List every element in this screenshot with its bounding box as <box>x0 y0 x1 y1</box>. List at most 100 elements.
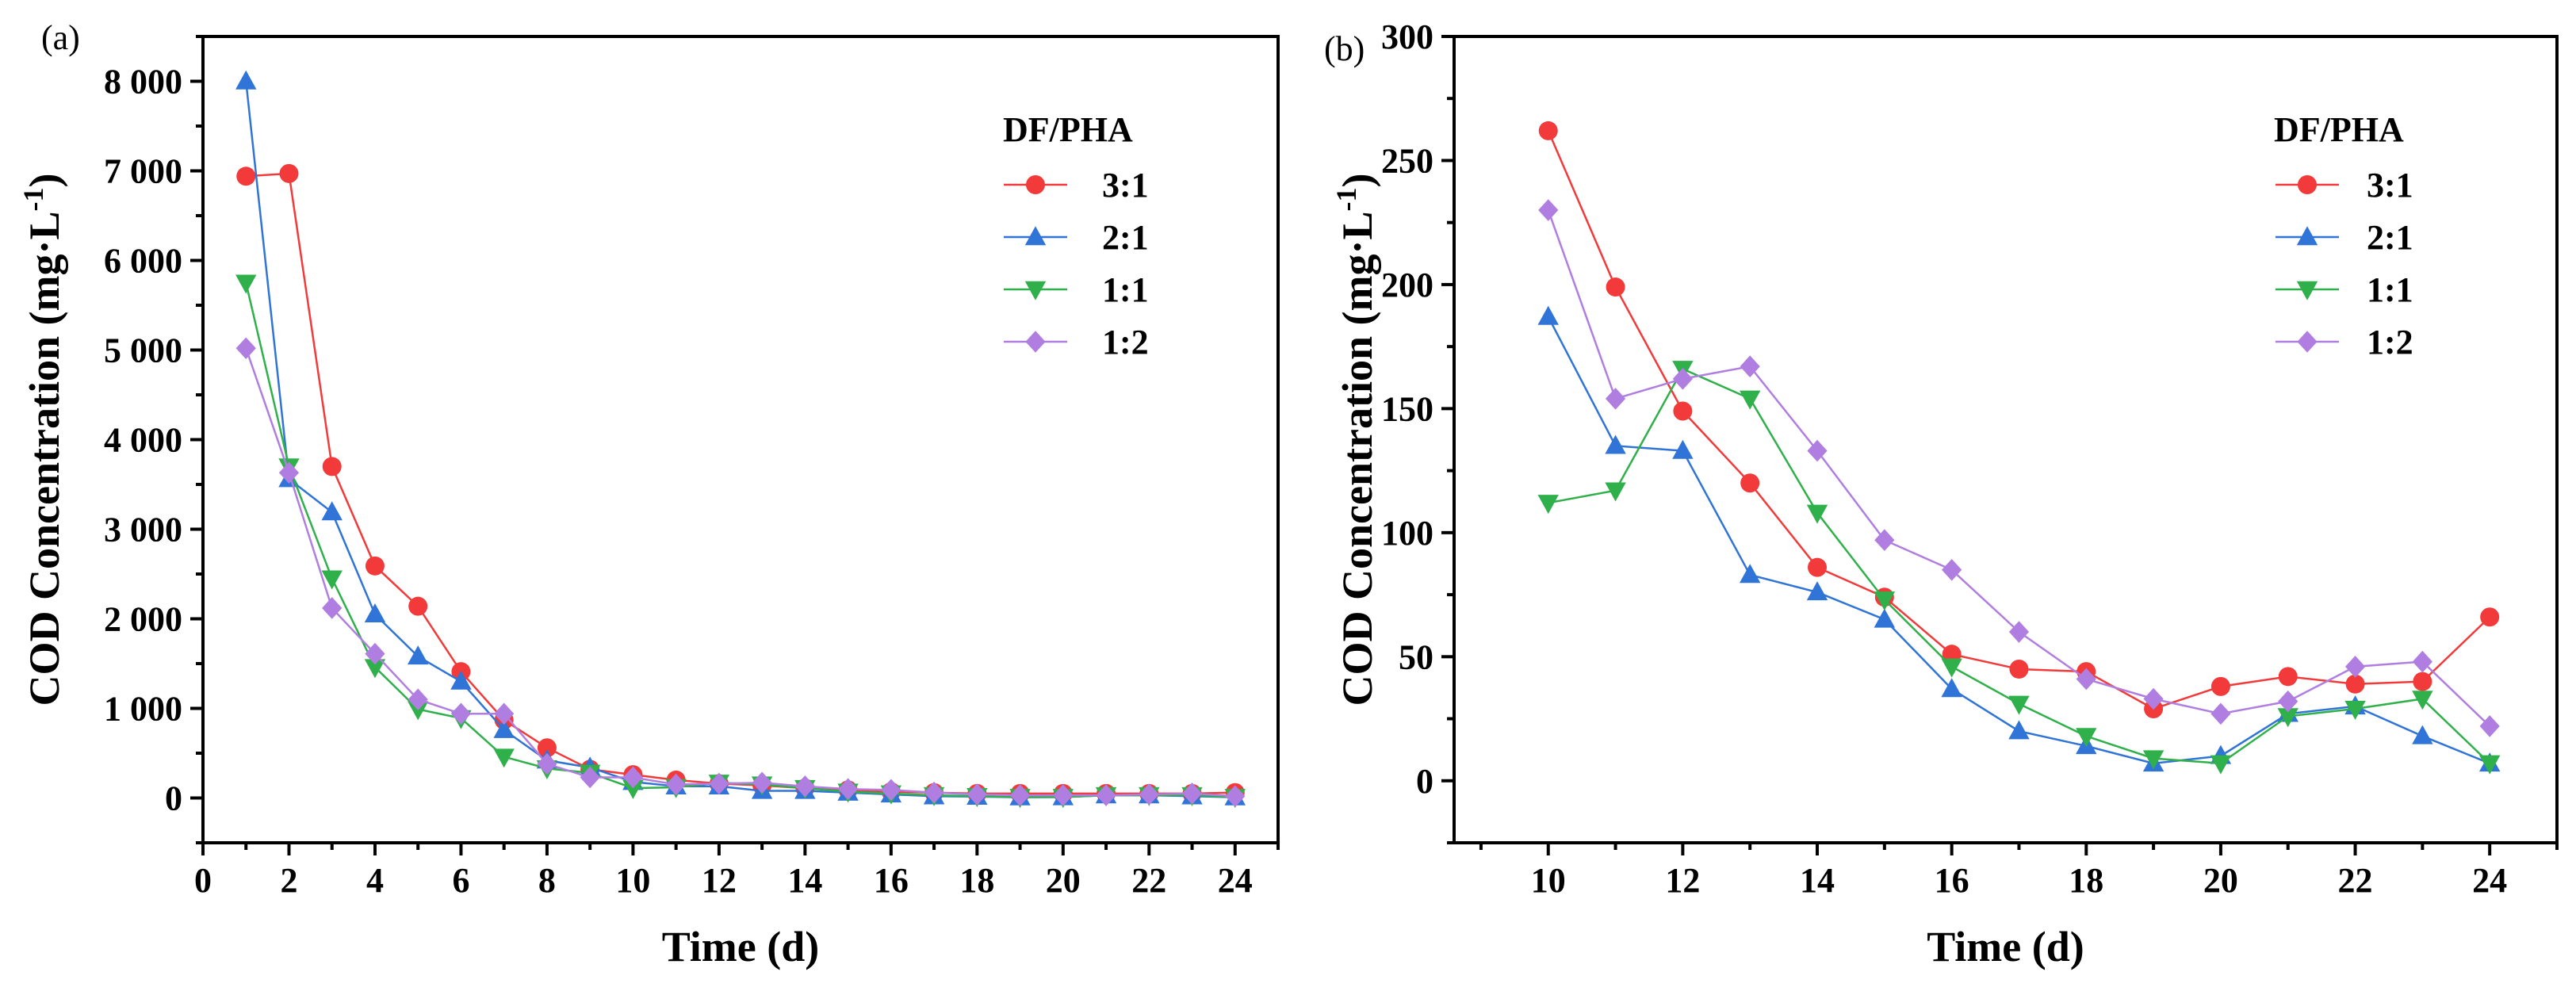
panel-b-series-3-point <box>2143 687 2164 710</box>
panel-a-series-1-point <box>450 670 472 690</box>
panel-b-series-3-point <box>2210 702 2231 725</box>
panel-b-series-3-point <box>1538 199 1559 221</box>
panel-b-series-2-point <box>2344 700 2366 720</box>
panel-a-y-tick-label: 4 000 <box>104 421 182 460</box>
panel-b-series-1-point <box>1806 581 1828 601</box>
panel-b-series-1-point <box>1605 434 1626 454</box>
panel-a-y-tick-label: 3 000 <box>104 511 182 549</box>
panel-b-series-2-point <box>1739 390 1761 410</box>
panel-b-series-3-point <box>1672 368 1693 390</box>
panel-a-series-3-point <box>838 778 859 800</box>
panel-a-series-3-point <box>1181 783 1203 805</box>
panel-b: (b) 10 12 14 16 18 20 22 24 0 50 100 150 200 250 300 Tim… <box>1324 17 2559 970</box>
panel-b-series-2-point <box>2412 691 2433 710</box>
panel-b-x-tick-label: 18 <box>2069 861 2103 900</box>
panel-b-series-3-point <box>2008 621 2030 643</box>
panel-a-series-3-point <box>881 779 901 802</box>
panel-a-series-3-point <box>322 597 343 619</box>
panel-a-series-1-point <box>364 603 386 623</box>
panel-b-series-0-point <box>1673 401 1693 421</box>
panel-b-y-tick-label: 100 <box>1381 514 1433 553</box>
panel-a-series-0-point <box>279 163 299 183</box>
panel-b-frame <box>1453 35 2559 844</box>
panel-a-y-axis-title: COD Concentration (mg·L-1) <box>17 174 68 706</box>
panel-a-series-3-point <box>494 702 515 725</box>
panel-a-series-2-line <box>245 282 1235 798</box>
panel-a-series-1-point <box>235 70 257 90</box>
panel-a-label: (a) <box>41 18 80 57</box>
panel-a-series-0-point <box>365 556 385 576</box>
panel-a-series-2-point <box>235 274 257 294</box>
panel-a-series-3-point <box>1225 785 1246 808</box>
panel-a-series-2-point <box>622 779 644 799</box>
panel-a-series-3-point <box>622 766 643 789</box>
panel-b-series-3-point <box>1740 355 1760 377</box>
panel-a-x-tick-label: 6 <box>452 861 469 900</box>
panel-b-series-3-point <box>1874 529 1895 552</box>
panel-b-legend-marker-3 <box>2297 331 2318 353</box>
panel-a-series-0-point <box>322 457 342 476</box>
panel-a-series-0-point <box>537 738 557 758</box>
panel-b-y-tick-label: 50 <box>1399 637 1433 676</box>
panel-a-series-3-point <box>709 772 729 795</box>
panel-b-series-3-point <box>2344 656 2366 678</box>
panel-a-series-3-point <box>966 783 987 806</box>
panel-a-legend-label-0: 3:1 <box>1102 166 1149 205</box>
panel-b-series-0-point <box>2413 672 2432 691</box>
panel-a-series-3-point <box>408 688 428 710</box>
panel-b-x-tick-label: 12 <box>1665 861 1700 900</box>
panel-a-y-tick-label: 5 000 <box>104 331 182 370</box>
panel-b-series-1-point <box>1739 564 1761 584</box>
panel-b-legend-label-3: 1:2 <box>2367 323 2413 362</box>
panel-a-series-3-point <box>1139 783 1159 806</box>
panel-a-legend-marker-0 <box>1026 175 1045 194</box>
panel-a-series-3-point <box>924 781 944 804</box>
panel-b-series-1-point <box>1874 608 1896 628</box>
panel-b-y-tick-label: 200 <box>1381 266 1433 304</box>
panel-b-series-0-point <box>1740 473 1760 493</box>
panel-b-x-axis-title: Time (d) <box>1927 923 2084 970</box>
panel-b-x-tick-label: 10 <box>1531 861 1566 900</box>
panel-b-series-0-point <box>2278 667 2298 687</box>
panel-b-series-2-point <box>1537 495 1559 515</box>
panel-a-series-3-point <box>752 771 772 794</box>
panel-b-x-tick-label: 24 <box>2472 861 2507 900</box>
panel-b-series-0-point <box>2480 607 2500 627</box>
panel-a-series-3-point <box>666 773 687 796</box>
panel-b-series-3-point <box>2479 715 2500 737</box>
panel-b-series-3-point <box>2412 650 2432 673</box>
panel-a-series-1-point <box>408 645 429 665</box>
panel-b-label: (b) <box>1324 29 1365 68</box>
panel-b-series-0-point <box>1538 121 1558 140</box>
panel-a-legend-marker-2 <box>1024 281 1047 300</box>
panel-a-x-tick-label: 24 <box>1218 861 1253 900</box>
panel-a-y-tick-label: 1 000 <box>104 690 182 729</box>
panel-b-series-3-point <box>2076 668 2096 691</box>
panel-a-legend-marker-3 <box>1025 331 1046 353</box>
panel-b-legend-label-0: 3:1 <box>2367 166 2413 205</box>
panel-b-y-tick-label: 250 <box>1381 141 1433 180</box>
panel-b-y-tick-label: 150 <box>1381 389 1433 428</box>
panel-a-series-2-point <box>408 701 429 721</box>
panel-b-series-2-point <box>2008 695 2030 715</box>
panel-a-legend-label-1: 2:1 <box>1102 218 1149 257</box>
panel-a-series-3-point <box>235 337 256 360</box>
panel-b-series-2-point <box>2210 755 2232 775</box>
panel-a-y-tick-label: 7 000 <box>104 152 182 191</box>
panel-a-legend-label-3: 1:2 <box>1102 323 1149 362</box>
panel-b-series-2-point <box>2142 750 2165 770</box>
panel-b-series-1-point <box>1672 439 1694 459</box>
panel-b-y-tick-label: 300 <box>1381 17 1433 56</box>
panel-b-series-0-point <box>1808 557 1828 577</box>
panel-b-series-3-point <box>1942 558 1962 581</box>
panel-b-x-tick-label: 16 <box>1935 861 1969 900</box>
panel-a-x-tick-label: 18 <box>959 861 994 900</box>
panel-a-x-tick-label: 8 <box>538 861 556 900</box>
panel-a-series-0-point <box>236 166 256 186</box>
panel-a-series-1-point <box>493 718 515 738</box>
panel-b-series-2-point <box>2478 755 2501 775</box>
panel-a-series-2-point <box>493 748 515 768</box>
panel-b-legend-title: DF/PHA <box>2274 110 2404 149</box>
panel-a-series-1-point <box>321 501 343 521</box>
